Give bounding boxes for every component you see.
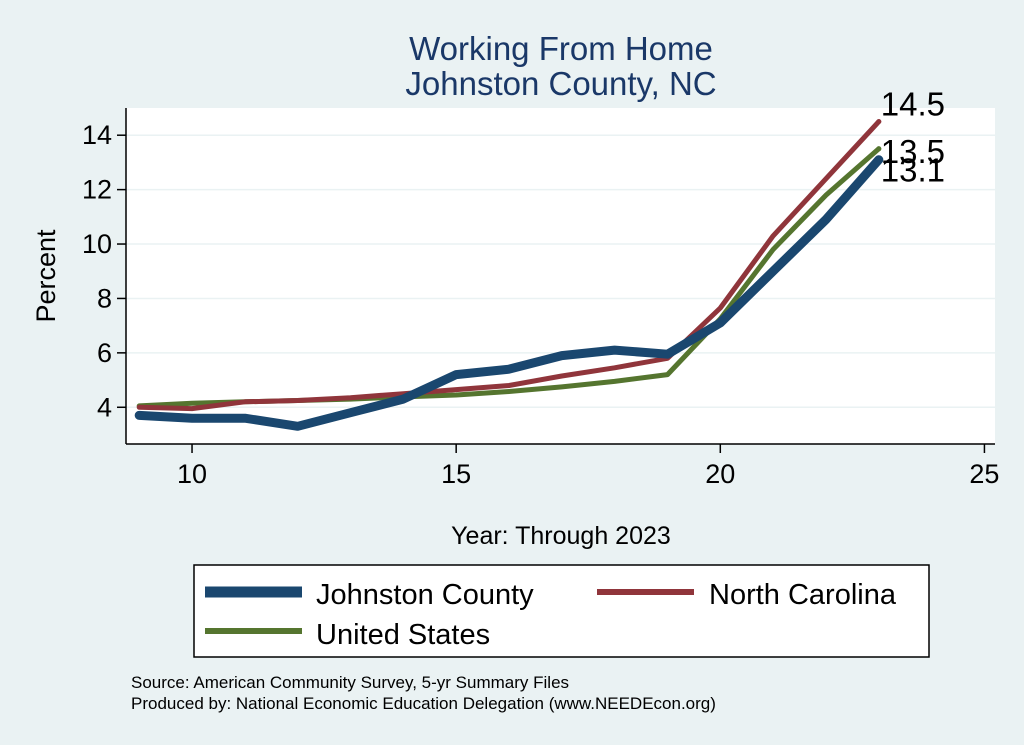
end-label-north-carolina: 14.5 [881, 86, 945, 123]
end-label-united-states: 13.5 [881, 133, 945, 170]
y-tick-label-6: 6 [97, 338, 112, 368]
x-axis-label: Year: Through 2023 [451, 522, 671, 550]
chart-title-line-1: Working From Home [409, 30, 713, 67]
legend-label-johnston-county: Johnston County [316, 579, 534, 611]
end-label-johnston-county: 13.1 [881, 152, 945, 189]
chart-title-line-2: Johnston County, NC [405, 65, 716, 102]
y-axis-label: Percent [31, 229, 61, 323]
y-tick-label-8: 8 [97, 283, 112, 313]
series-line-north-carolina [136, 119, 882, 412]
gridlines [126, 134, 995, 409]
y-tick-label-4: 4 [97, 392, 112, 422]
legend-box [193, 564, 930, 658]
end-point-north-carolina [876, 119, 882, 125]
source-note: Source: American Community Survey, 5-yr … [131, 673, 569, 692]
x-axis-ticks: 10 15 20 25 [177, 444, 999, 489]
x-tick-label-10: 10 [177, 459, 207, 489]
end-point-johnston-county [876, 157, 882, 163]
x-tick-label-25: 25 [969, 459, 999, 489]
legend-label-north-carolina: North Carolina [709, 579, 897, 611]
series-lines [134, 119, 884, 431]
producer-note: Produced by: National Economic Education… [131, 694, 716, 713]
legend-label-united-states: United States [316, 619, 490, 651]
y-tick-label-12: 12 [82, 175, 112, 205]
x-tick-label-15: 15 [441, 459, 471, 489]
y-tick-label-10: 10 [82, 229, 112, 259]
end-point-united-states [876, 146, 882, 152]
y-tick-label-14: 14 [82, 120, 112, 150]
y-axis-ticks: 4 6 8 10 12 14 [82, 120, 126, 422]
series-line-johnston-county [134, 155, 884, 431]
end-labels: 13.1 14.5 13.5 [881, 86, 945, 189]
x-tick-label-20: 20 [705, 459, 735, 489]
